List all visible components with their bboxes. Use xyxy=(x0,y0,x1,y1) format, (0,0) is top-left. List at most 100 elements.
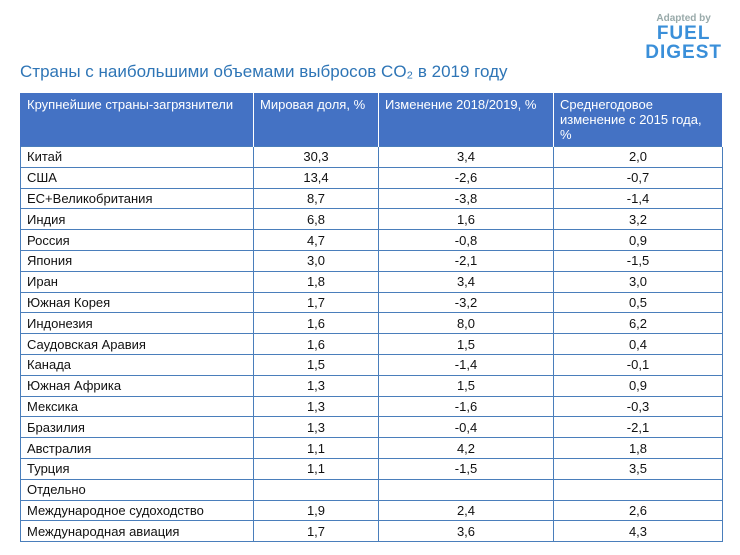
table-row: Южная Африка 1,3 1,5 0,9 xyxy=(20,374,723,397)
table-cell: 6,8 xyxy=(253,208,379,231)
table-cell: 8,7 xyxy=(253,187,379,210)
table-cell: Индия xyxy=(20,208,254,231)
table-cell: -0,1 xyxy=(553,353,723,376)
table-cell: -2,6 xyxy=(378,166,554,189)
table-row: Турция 1,1 -1,5 3,5 xyxy=(20,457,723,480)
table-cell xyxy=(253,478,379,501)
table-cell: 6,2 xyxy=(553,312,723,335)
table-cell: 1,5 xyxy=(378,374,554,397)
table-cell: -3,8 xyxy=(378,187,554,210)
table-cell: США xyxy=(20,166,254,189)
table-cell: 1,7 xyxy=(253,291,379,314)
table-cell: 2,6 xyxy=(553,499,723,522)
table-cell: 1,6 xyxy=(253,312,379,335)
table-cell: 4,3 xyxy=(553,520,723,543)
table-cell: ЕС+Великобритания xyxy=(20,187,254,210)
table-row: Саудовская Аравия 1,6 1,5 0,4 xyxy=(20,333,723,355)
table-cell: 0,9 xyxy=(553,374,723,397)
table-cell: -3,2 xyxy=(378,291,554,314)
table-cell: Китай xyxy=(20,146,254,168)
column-header: Среднегодовое изменение с 2015 года, % xyxy=(553,93,723,147)
table-row: Япония 3,0 -2,1 -1,5 xyxy=(20,249,723,272)
table-cell: 13,4 xyxy=(253,166,379,189)
table-cell: Международная авиация xyxy=(20,520,254,543)
table-row: Китай 30,3 3,4 2,0 xyxy=(20,146,723,168)
table-cell: 4,7 xyxy=(253,229,379,251)
table-cell: Турция xyxy=(20,457,254,480)
table: Крупнейшие страны-загрязнители Мировая до… xyxy=(20,93,723,543)
table-row: Отдельно xyxy=(20,478,723,501)
column-header: Мировая доля, % xyxy=(253,93,379,147)
table-cell: -0,7 xyxy=(553,166,723,189)
table-row: ЕС+Великобритания 8,7 -3,8 -1,4 xyxy=(20,187,723,210)
table-cell: 1,8 xyxy=(253,270,379,293)
table-row: Иран 1,8 3,4 3,0 xyxy=(20,270,723,293)
table-cell: -1,5 xyxy=(378,457,554,480)
table-cell: 1,6 xyxy=(253,333,379,355)
table-cell: 0,9 xyxy=(553,229,723,251)
table-cell: 3,2 xyxy=(553,208,723,231)
table-cell: -2,1 xyxy=(553,416,723,439)
table-cell: -2,1 xyxy=(378,249,554,272)
table-cell: 1,3 xyxy=(253,395,379,418)
table-cell: 1,7 xyxy=(253,520,379,543)
table-cell: -0,3 xyxy=(553,395,723,418)
logo: Adapted by FUEL DIGEST xyxy=(645,13,722,63)
column-header: Крупнейшие страны-загрязнители xyxy=(20,93,254,147)
table-cell: Россия xyxy=(20,229,254,251)
table-row: Южная Корея 1,7 -3,2 0,5 xyxy=(20,291,723,314)
table-cell: 0,4 xyxy=(553,333,723,355)
table-cell: 8,0 xyxy=(378,312,554,335)
table-cell: Иран xyxy=(20,270,254,293)
table-row: Индонезия 1,6 8,0 6,2 xyxy=(20,312,723,335)
table-cell: Южная Африка xyxy=(20,374,254,397)
table-cell: 1,3 xyxy=(253,416,379,439)
table-cell xyxy=(378,478,554,501)
table-cell: Южная Корея xyxy=(20,291,254,314)
table-cell: -1,5 xyxy=(553,249,723,272)
table-cell: 0,5 xyxy=(553,291,723,314)
table-cell: Отдельно xyxy=(20,478,254,501)
table-cell: Мексика xyxy=(20,395,254,418)
table-row: Международная авиация 1,7 3,6 4,3 xyxy=(20,520,723,543)
table-cell: 2,4 xyxy=(378,499,554,522)
table-cell: 30,3 xyxy=(253,146,379,168)
table-row: Индия 6,8 1,6 3,2 xyxy=(20,208,723,231)
table-cell: 1,9 xyxy=(253,499,379,522)
table-cell: -1,4 xyxy=(553,187,723,210)
table-cell xyxy=(553,478,723,501)
table-cell: Япония xyxy=(20,249,254,272)
table-cell: -0,8 xyxy=(378,229,554,251)
table-cell: Канада xyxy=(20,353,254,376)
logo-brand: FUEL xyxy=(656,23,711,44)
table-row: США 13,4 -2,6 -0,7 xyxy=(20,166,723,189)
table-body: Китай 30,3 3,4 2,0 США 13,4 -2,6 -0,7 ЕС+Великоб… xyxy=(20,146,723,543)
table-cell: 1,3 xyxy=(253,374,379,397)
table-cell: Международное судоходство xyxy=(20,499,254,522)
table-cell: -1,6 xyxy=(378,395,554,418)
table-cell: 4,2 xyxy=(378,437,554,459)
table-cell: 1,6 xyxy=(378,208,554,231)
table-cell: Индонезия xyxy=(20,312,254,335)
header-row: Крупнейшие страны-загрязнители Мировая до… xyxy=(20,93,723,147)
table-cell: 3,6 xyxy=(378,520,554,543)
table-cell: 1,5 xyxy=(253,353,379,376)
table-row: Мексика 1,3 -1,6 -0,3 xyxy=(20,395,723,418)
table-cell: -0,4 xyxy=(378,416,554,439)
table-cell: 1,8 xyxy=(553,437,723,459)
table-cell: 1,1 xyxy=(253,457,379,480)
table-cell: 3,4 xyxy=(378,146,554,168)
table-cell: 3,5 xyxy=(553,457,723,480)
table-cell: Австралия xyxy=(20,437,254,459)
table-cell: 1,5 xyxy=(378,333,554,355)
table-row: Бразилия 1,3 -0,4 -2,1 xyxy=(20,416,723,439)
table-cell: Саудовская Аравия xyxy=(20,333,254,355)
table-row: Канада 1,5 -1,4 -0,1 xyxy=(20,353,723,376)
logo-brand: DIGEST xyxy=(645,42,722,63)
table-row: Австралия 1,1 4,2 1,8 xyxy=(20,437,723,459)
table-cell: 2,0 xyxy=(553,146,723,168)
logo-caption: Adapted by xyxy=(656,13,711,24)
table-cell: 1,1 xyxy=(253,437,379,459)
title: Страны с наибольшими объемами выбросов C… xyxy=(20,62,508,81)
